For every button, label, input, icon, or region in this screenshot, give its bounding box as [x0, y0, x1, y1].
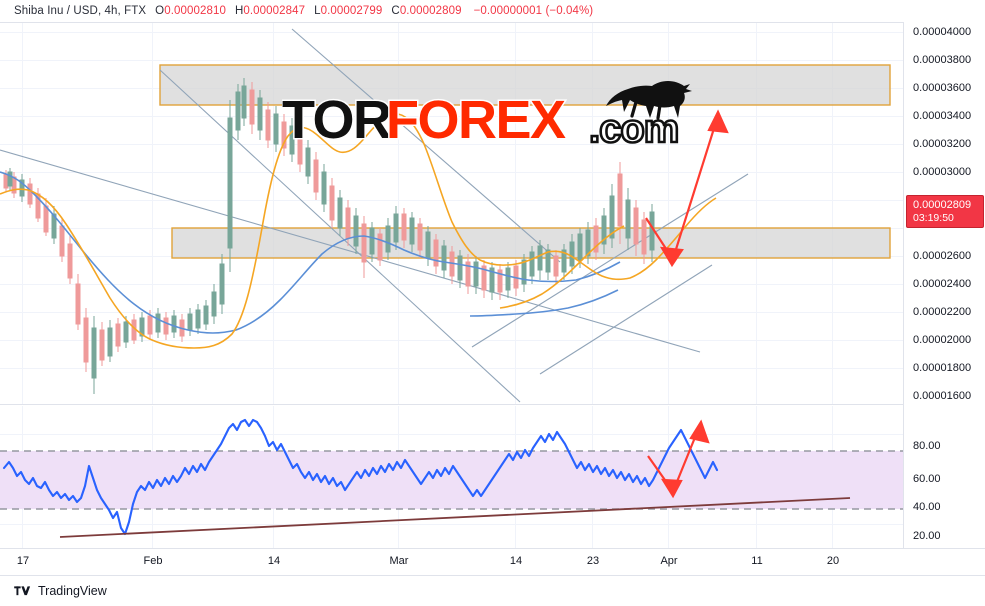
- price-pane[interactable]: [0, 22, 903, 404]
- ma-slow-line-2: [469, 289, 619, 317]
- price-tick: 0.00003400: [913, 110, 972, 122]
- ma-fast-line-2: [499, 225, 625, 309]
- price-tick: 0.00002400: [913, 278, 972, 290]
- price-canvas: [0, 22, 903, 404]
- ascending-trendline-2: [539, 264, 713, 375]
- header-divider: [0, 22, 985, 23]
- ascending-trendline-1: [471, 173, 749, 348]
- price-tick: 0.00002000: [913, 334, 972, 346]
- time-axis-divider: [0, 548, 985, 549]
- price-tick: 0.00001800: [913, 362, 972, 374]
- time-tick: Mar: [389, 555, 409, 567]
- rsi-pane[interactable]: [0, 406, 903, 548]
- price-tick: 0.00004000: [913, 26, 972, 38]
- time-tick: 23: [586, 555, 600, 567]
- projection-up-line: [670, 121, 718, 263]
- price-tick: 0.00001600: [913, 390, 972, 402]
- ma-fast-line: [0, 113, 717, 349]
- price-axis[interactable]: USD 0.00004000 0.00003800 0.00003600 0.0…: [903, 6, 985, 548]
- time-tick: Feb: [143, 555, 163, 567]
- price-tick: 0.00003600: [913, 82, 972, 94]
- rsi-up-line: [670, 429, 700, 495]
- time-tick: 17: [16, 555, 30, 567]
- ma-slow-line: [0, 171, 621, 334]
- ohlc-high: H0.00002847: [234, 5, 306, 17]
- symbol-title[interactable]: Shiba Inu / USD, 4h, FTX: [14, 5, 147, 17]
- rsi-tick: 80.00: [913, 440, 941, 452]
- rsi-trendline[interactable]: [59, 497, 851, 538]
- rsi-tick: 40.00: [913, 501, 941, 513]
- descending-trendline-upper: [0, 149, 701, 353]
- rsi-line: [2, 418, 719, 536]
- ohlc-close: C0.00002809: [391, 5, 462, 17]
- projection-up-arrowhead: [707, 109, 729, 134]
- time-tick: 20: [826, 555, 840, 567]
- price-change: −0.00000001 (−0.04%): [473, 5, 594, 17]
- current-price-badge[interactable]: 0.00002809 03:19:50: [906, 195, 984, 228]
- time-tick: 14: [509, 555, 523, 567]
- rsi-tick: 20.00: [913, 530, 941, 542]
- projection-down-arrowhead: [659, 246, 684, 268]
- rsi-projection-arrows[interactable]: [647, 419, 710, 499]
- time-axis[interactable]: 17 Feb 14 Mar 14 23 Apr 11 20: [0, 549, 985, 575]
- price-projection-arrows[interactable]: [645, 109, 729, 268]
- time-tick: 11: [751, 555, 763, 567]
- resistance-zone[interactable]: [159, 64, 891, 106]
- time-tick: Apr: [660, 555, 678, 567]
- price-tick: 0.00003800: [913, 54, 972, 66]
- price-tick: 0.00002200: [913, 306, 972, 318]
- descending-trendline-3: [291, 28, 561, 263]
- trendlines[interactable]: [0, 28, 749, 403]
- chart-header: Shiba Inu / USD, 4h, FTX O0.00002810 H0.…: [0, 0, 985, 22]
- rsi-up-arrowhead: [689, 419, 710, 444]
- chart-footer: TradingView: [0, 575, 985, 606]
- rsi-canvas: [0, 406, 903, 548]
- ohlc-open: O0.00002810: [155, 5, 226, 17]
- price-tick: 0.00003000: [913, 166, 972, 178]
- bar-countdown: 03:19:50: [913, 211, 954, 224]
- pane-divider: [0, 404, 903, 405]
- footer-brand[interactable]: TradingView: [38, 584, 107, 598]
- tradingview-logo-icon[interactable]: [14, 585, 31, 597]
- candlestick-series: [3, 78, 655, 394]
- rsi-band: [0, 451, 903, 509]
- ohlc-low: L0.00002799: [314, 5, 383, 17]
- price-tick: 0.00003200: [913, 138, 972, 150]
- price-tick: 0.00002600: [913, 250, 972, 262]
- rsi-tick: 60.00: [913, 473, 941, 485]
- time-tick: 14: [267, 555, 281, 567]
- current-price-value: 0.00002809: [913, 199, 972, 211]
